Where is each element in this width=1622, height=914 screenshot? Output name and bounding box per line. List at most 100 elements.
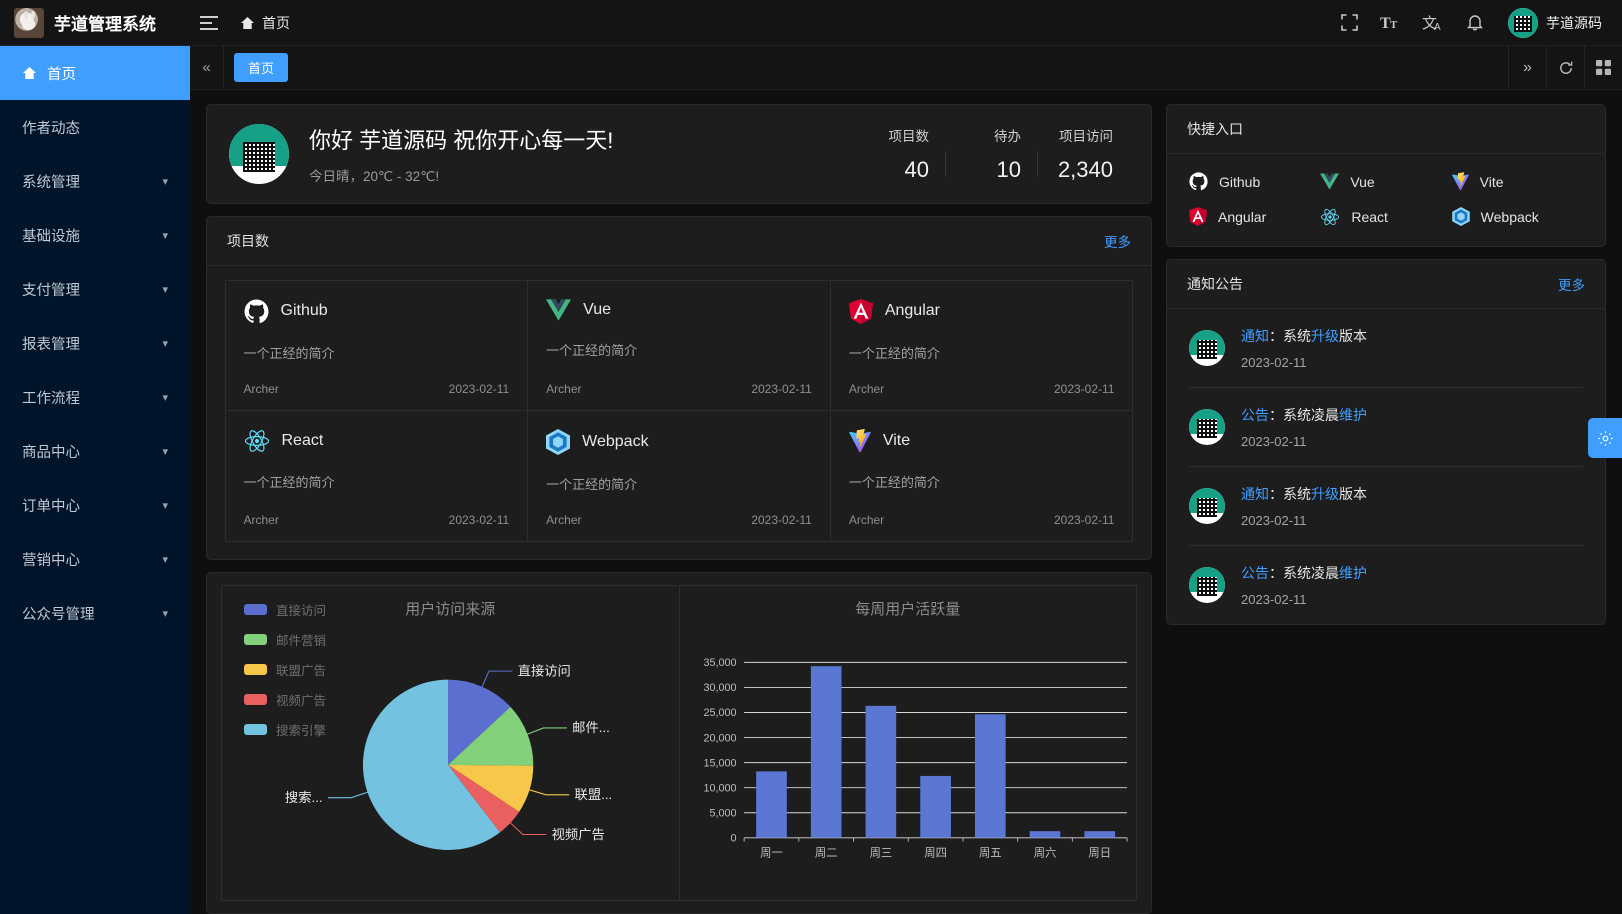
notice-title: 通知：系统升级版本 (1241, 326, 1367, 346)
bar (755, 771, 787, 838)
legend-swatch (244, 724, 267, 735)
notice-item[interactable]: 通知：系统升级版本 2023-02-11 (1189, 309, 1583, 387)
notice-item[interactable]: 通知：系统升级版本 2023-02-11 (1189, 466, 1583, 545)
quick-entry-title: 快捷入口 (1187, 121, 1243, 137)
project-desc: 一个正经的简介 (243, 474, 335, 490)
project-card-angular[interactable]: Angular 一个正经的简介 Archer 2023-02-11 (829, 279, 1134, 411)
notice-highlight: 升级 (1311, 328, 1339, 344)
refresh-icon[interactable] (1546, 45, 1584, 90)
quick-item-label: Github (1219, 173, 1261, 190)
project-card-github[interactable]: Github 一个正经的简介 Archer 2023-02-11 (224, 279, 529, 411)
project-card-react[interactable]: React 一个正经的简介 Archer 2023-02-11 (224, 409, 529, 542)
react-icon (244, 429, 270, 453)
notices-header: 通知公告 更多 (1167, 260, 1605, 309)
tab-home[interactable]: 首页 (234, 53, 289, 82)
notice-item[interactable]: 公告：系统凌晨维护 2023-02-11 (1189, 545, 1583, 624)
quick-item-vite[interactable]: Vite (1451, 172, 1583, 191)
sidebar-item-home[interactable]: 首页 (0, 46, 190, 100)
app-logo (14, 7, 44, 38)
quick-item-webpack[interactable]: Webpack (1451, 207, 1583, 226)
pie-slice-label: 搜索... (285, 790, 323, 805)
x-axis-tick-label: 周三 (869, 847, 892, 860)
quick-item-label: Webpack (1480, 208, 1539, 225)
legend-item: 联盟广告 (244, 660, 326, 679)
project-date: 2023-02-11 (448, 381, 510, 396)
project-name: Angular (884, 302, 940, 319)
sidebar-item-label: 公众号管理 (22, 606, 95, 623)
quick-item-vue[interactable]: Vue (1320, 172, 1451, 191)
sidebar-item-label: 工作流程 (22, 390, 80, 407)
pie-slice (448, 764, 520, 833)
welcome-weather: 今日晴，20℃ - 32℃! (309, 169, 440, 184)
quick-item-react[interactable]: React (1320, 207, 1451, 226)
project-card-vue[interactable]: Vue 一个正经的简介 Archer 2023-02-11 (527, 279, 831, 411)
sidebar-item-label: 作者动态 (22, 120, 80, 137)
settings-fab-button[interactable] (1588, 418, 1622, 458)
grid-layout-icon[interactable] (1584, 45, 1622, 90)
sidebar-item-label: 支付管理 (22, 282, 80, 299)
notice-avatar (1189, 567, 1225, 603)
projects-body: Github 一个正经的简介 Archer 2023-02-11 (207, 266, 1151, 559)
notices-body: 通知：系统升级版本 2023-02-11 公告：系统凌晨维护 (1167, 309, 1605, 624)
right-column: 快捷入口 Github Vue (1166, 104, 1606, 914)
legend-label: 视频广告 (276, 694, 327, 708)
fullscreen-icon[interactable] (1330, 0, 1368, 46)
tabs-scroll-left-button[interactable]: « (190, 45, 224, 90)
quick-item-github[interactable]: Github (1189, 172, 1320, 191)
angular-icon (848, 298, 873, 324)
notice-sep: ： (1269, 407, 1283, 423)
github-icon (1189, 172, 1208, 191)
notice-item[interactable]: 公告：系统凌晨维护 2023-02-11 (1189, 387, 1583, 466)
bell-icon[interactable] (1456, 0, 1494, 46)
projects-more-link[interactable]: 更多 (1104, 235, 1131, 250)
chevron-down-icon: ▾ (162, 337, 168, 350)
sidebar-item-report[interactable]: 报表管理 ▾ (0, 316, 190, 370)
translate-icon[interactable]: 文 A (1414, 0, 1452, 46)
sidebar-item-workflow[interactable]: 工作流程 ▾ (0, 370, 190, 424)
project-card-vite[interactable]: Vite 一个正经的简介 Archer 2023-02-11 (829, 409, 1134, 542)
brand[interactable]: 芋道管理系统 (0, 7, 190, 38)
sidebar-item-marketing[interactable]: 营销中心 ▾ (0, 532, 190, 586)
x-axis-tick-label: 周五 (979, 847, 1002, 860)
project-name: Vue (583, 300, 612, 318)
pie-slice (448, 706, 534, 766)
font-size-icon[interactable]: T T (1372, 0, 1410, 46)
notice-sep: ： (1269, 486, 1283, 502)
sidebar-item-mp[interactable]: 公众号管理 ▾ (0, 586, 190, 640)
x-axis-tick-label: 周六 (1033, 847, 1056, 860)
pie-leader-line (481, 670, 513, 687)
notices-more-link[interactable]: 更多 (1558, 278, 1585, 293)
project-author: Archer (848, 512, 885, 527)
sidebar-item-payment[interactable]: 支付管理 ▾ (0, 262, 190, 316)
pie-leader-line (529, 789, 570, 796)
hamburger-icon[interactable] (190, 0, 228, 46)
notice-title: 公告：系统凌晨维护 (1241, 405, 1367, 425)
project-name: Github (280, 302, 328, 319)
pie-slice-label: 直接访问 (518, 662, 571, 678)
sidebar-item-product[interactable]: 商品中心 ▾ (0, 424, 190, 478)
sidebar-item-order[interactable]: 订单中心 ▾ (0, 478, 190, 532)
stat-projects: 项目数 40 (853, 125, 945, 183)
pie-chart: 用户访问来源 直接访问 邮件营销 联盟广告 视频广告 搜索引擎 直接访问 邮件..… (221, 585, 680, 901)
quick-entry-body: Github Vue Vite (1167, 154, 1605, 246)
stat-value: 40 (904, 157, 929, 182)
quick-item-label: React (1351, 208, 1388, 225)
project-date: 2023-02-11 (1053, 381, 1115, 396)
quick-item-angular[interactable]: Angular (1189, 207, 1320, 226)
tabs-scroll-right-button[interactable]: » (1508, 45, 1546, 90)
sidebar-item-system[interactable]: 系统管理 ▾ (0, 154, 190, 208)
legend-item: 直接访问 (244, 600, 326, 619)
github-icon (244, 299, 269, 324)
notice-title: 公告：系统凌晨维护 (1241, 563, 1367, 583)
user-menu[interactable]: 芋道源码 (1498, 7, 1608, 38)
notice-title: 通知：系统升级版本 (1241, 484, 1367, 504)
tab-bar: « 首页 » (190, 45, 1622, 90)
notice-date: 2023-02-11 (1241, 513, 1307, 528)
sidebar-item-infra[interactable]: 基础设施 ▾ (0, 208, 190, 262)
vite-icon (849, 428, 871, 453)
sidebar-item-author-news[interactable]: 作者动态 (0, 100, 190, 154)
notice-tag: 公告 (1241, 565, 1269, 581)
project-card-webpack[interactable]: Webpack 一个正经的简介 Archer 2023-02-11 (527, 409, 831, 542)
breadcrumb-home[interactable]: 首页 (228, 0, 302, 46)
